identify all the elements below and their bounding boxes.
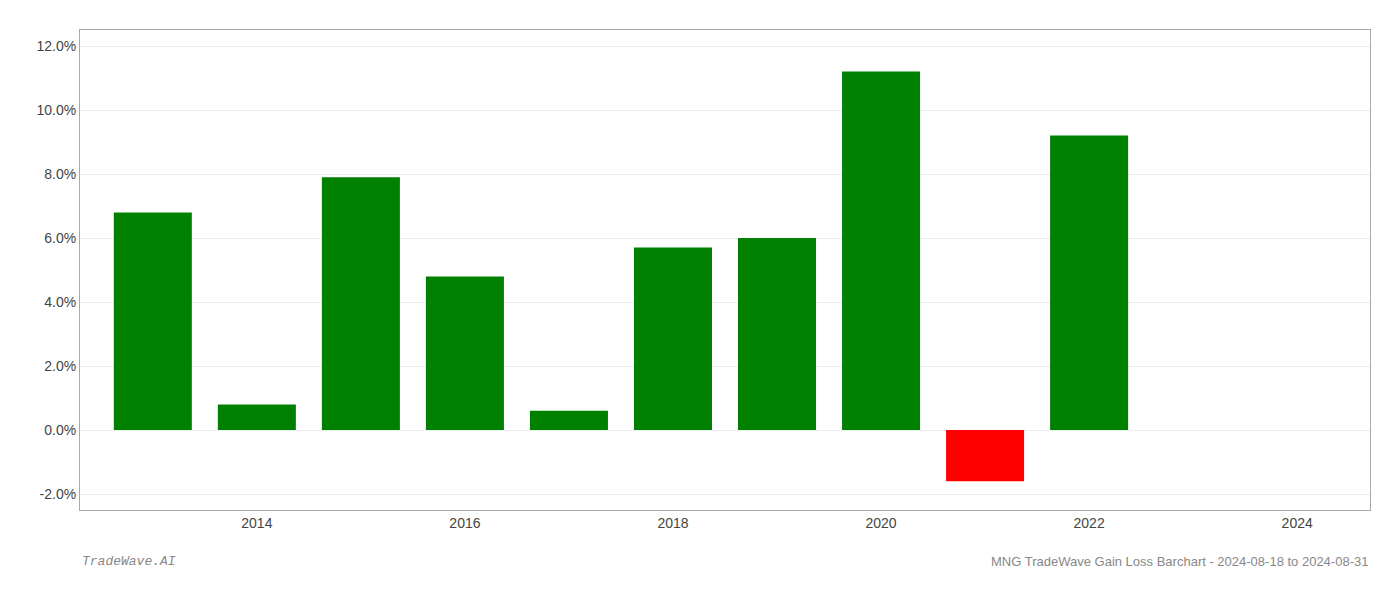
svg-text:8.0%: 8.0% <box>44 166 76 182</box>
svg-text:TradeWave.AI: TradeWave.AI <box>82 554 176 569</box>
svg-text:-2.0%: -2.0% <box>40 486 77 502</box>
svg-text:MNG TradeWave Gain Loss Barcha: MNG TradeWave Gain Loss Barchart - 2024-… <box>991 554 1368 569</box>
svg-text:2014: 2014 <box>241 515 272 531</box>
svg-text:2016: 2016 <box>449 515 480 531</box>
svg-text:2.0%: 2.0% <box>44 358 76 374</box>
svg-text:2020: 2020 <box>865 515 896 531</box>
svg-text:2024: 2024 <box>1282 515 1313 531</box>
svg-text:0.0%: 0.0% <box>44 422 76 438</box>
svg-text:12.0%: 12.0% <box>36 38 76 54</box>
svg-text:2018: 2018 <box>657 515 688 531</box>
svg-text:4.0%: 4.0% <box>44 294 76 310</box>
svg-text:2022: 2022 <box>1074 515 1105 531</box>
svg-text:10.0%: 10.0% <box>36 102 76 118</box>
svg-text:6.0%: 6.0% <box>44 230 76 246</box>
